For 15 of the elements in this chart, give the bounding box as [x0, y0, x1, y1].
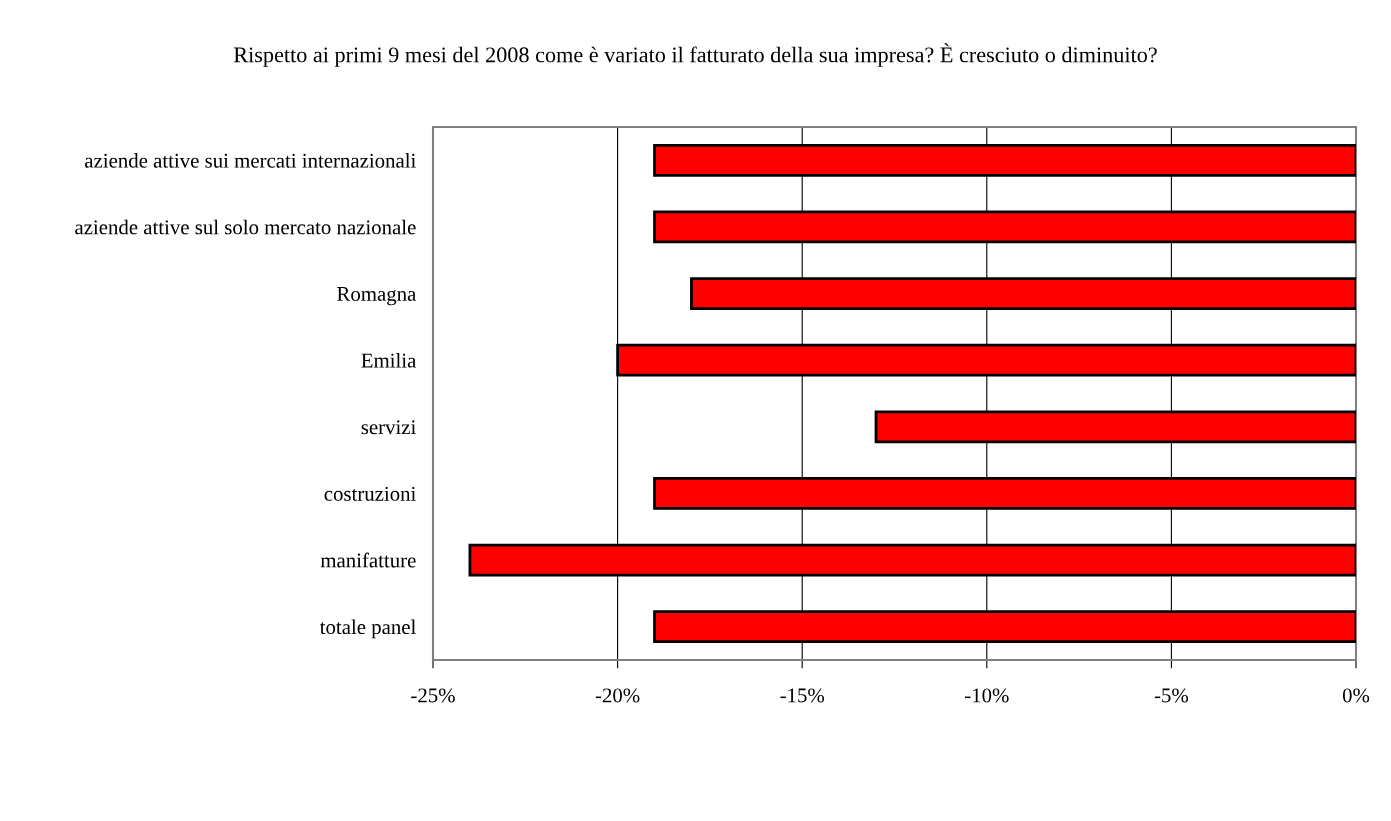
y-tick-label: aziende attive sui mercati internazionali — [85, 153, 416, 168]
x-tick-label: -15% — [780, 688, 825, 703]
y-tick-label: aziende attive sul solo mercato nazionale — [75, 219, 416, 235]
chart-title: Rispetto ai primi 9 mesi del 2008 come è variato il fatturato della sua impresa? È cresciuto o diminuito? — [233, 43, 1157, 67]
x-tick-label: -5% — [1154, 688, 1189, 703]
y-tick-label: costruzioni — [324, 486, 416, 501]
x-tick-label: -10% — [965, 688, 1009, 703]
y-tick-label: totale panel — [319, 619, 416, 639]
x-tick-label: 0% — [1342, 688, 1370, 703]
y-tick-label: servizi — [361, 420, 416, 435]
y-tick-label: Romagna — [337, 287, 417, 306]
x-tick-label: -25% — [411, 688, 455, 703]
y-tick-label: manifatture — [320, 552, 416, 568]
x-tick-label: -20% — [595, 688, 640, 703]
y-tick-label: Emilia — [361, 352, 417, 368]
